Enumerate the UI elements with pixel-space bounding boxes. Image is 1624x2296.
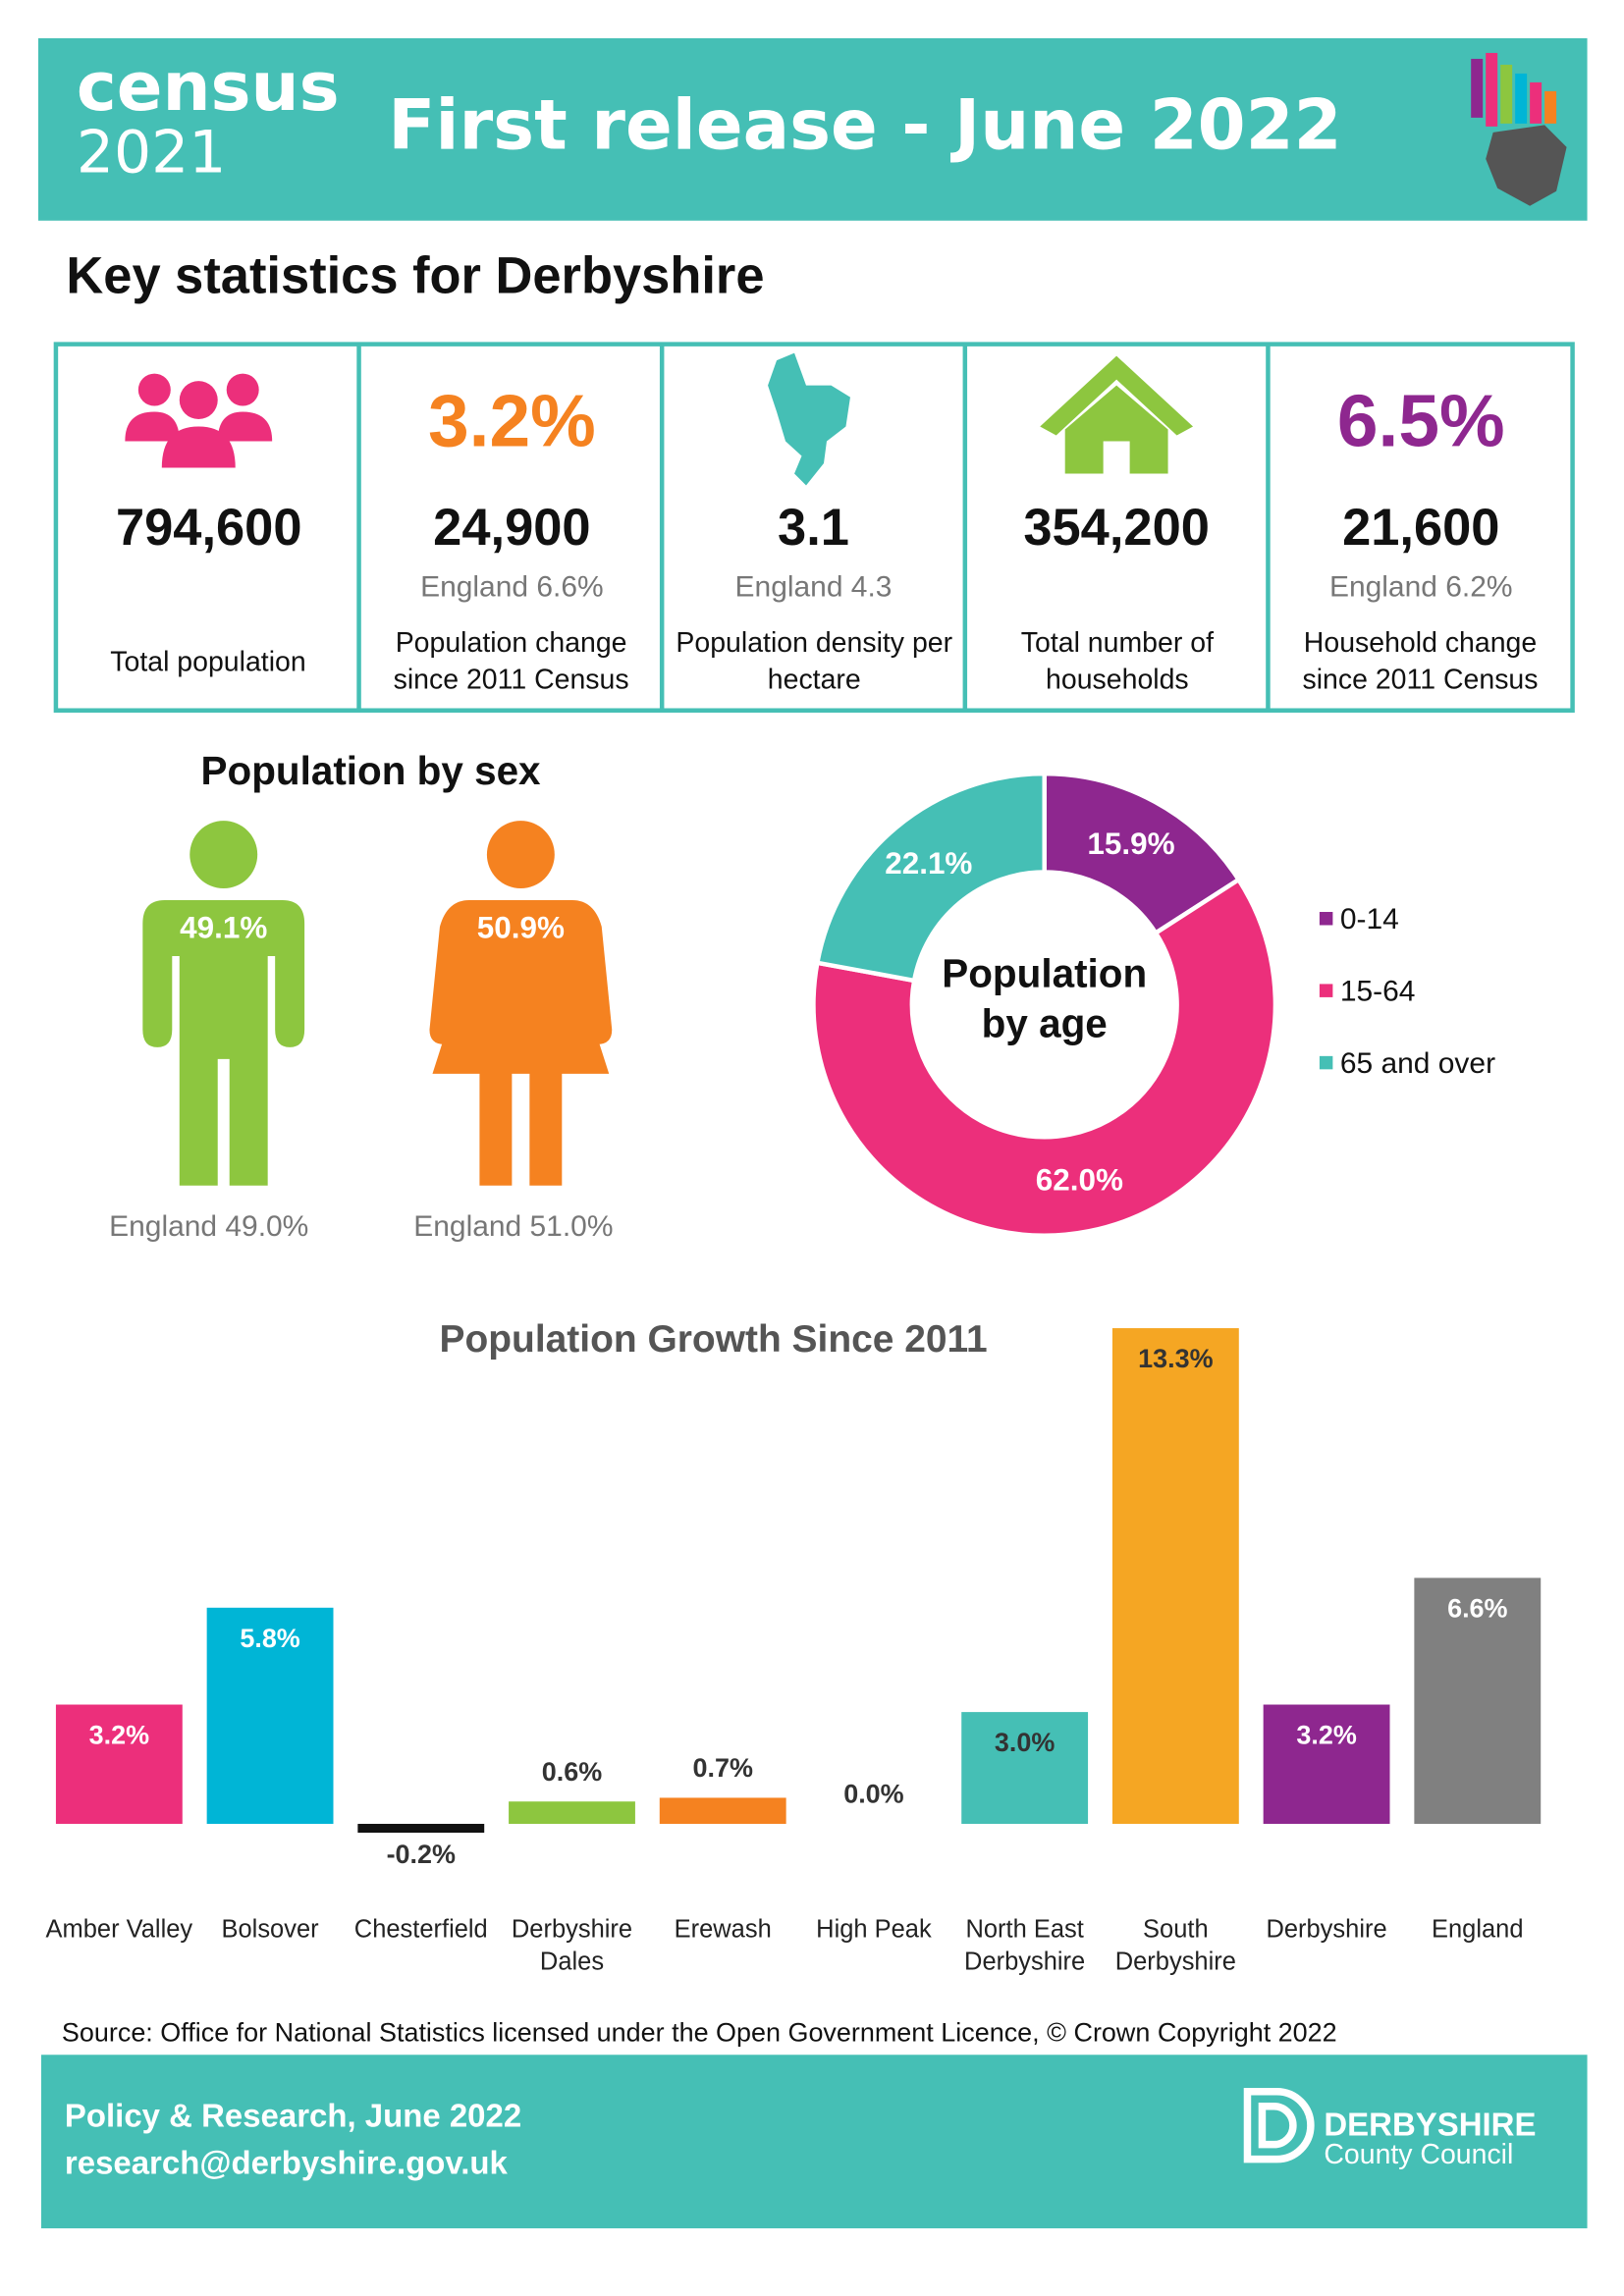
- value-label: 62.0%: [1036, 1163, 1123, 1198]
- stat-comparison: England 6.6%: [420, 570, 604, 603]
- x-category-label: Derbyshire: [1266, 1914, 1387, 1944]
- value-label: 6.6%: [1447, 1594, 1507, 1624]
- stat-headline: 3.2%: [428, 379, 596, 461]
- figure-body: [142, 900, 305, 1186]
- x-category-label: Erewash: [674, 1914, 772, 1944]
- donut-segment: [1042, 771, 1242, 936]
- stat-label: Total population: [110, 646, 306, 678]
- legend-swatch: [1319, 984, 1333, 997]
- value-label: 3.0%: [995, 1728, 1055, 1757]
- people-icon: [125, 373, 273, 468]
- comparison-label: England 49.0%: [109, 1210, 308, 1243]
- bar: [55, 1704, 183, 1825]
- value-label: -0.2%: [387, 1840, 456, 1869]
- x-category-label: Derbyshire Dales: [511, 1914, 633, 1976]
- value-label: 0.0%: [843, 1780, 903, 1809]
- heading: Key statistics for Derbyshire: [66, 248, 764, 305]
- donut-segment: [811, 877, 1278, 1238]
- logo-word: census: [77, 48, 340, 127]
- x-category-label: High Peak: [816, 1914, 932, 1944]
- value-label: 0.6%: [542, 1757, 602, 1787]
- stat-comparison: England 6.2%: [1329, 570, 1513, 603]
- header-band: [37, 37, 1588, 221]
- chart-title: Population by sex: [201, 748, 542, 793]
- x-category-label: Chesterfield: [353, 1914, 488, 1944]
- female-figure: [429, 821, 613, 1186]
- council-logo-sub: County Council: [1324, 2139, 1513, 2170]
- footer-band: [40, 2055, 1588, 2229]
- value-label: 3.2%: [1296, 1721, 1356, 1750]
- bar: [659, 1797, 786, 1825]
- value-label: 49.1%: [180, 910, 267, 944]
- stat-value: 354,200: [1023, 500, 1210, 557]
- footer-line: Policy & Research, June 2022: [65, 2097, 521, 2133]
- legend-label: 0-14: [1340, 903, 1399, 935]
- bar: [1263, 1704, 1390, 1825]
- stat-label: Total number of households: [1020, 627, 1214, 696]
- x-category-label: North East Derbyshire: [964, 1914, 1086, 1976]
- value-label: 50.9%: [477, 910, 565, 944]
- value-label: 5.8%: [240, 1624, 299, 1653]
- stat-value: 24,900: [433, 500, 590, 557]
- donut-center-title: Population by age: [942, 951, 1148, 1046]
- header-map-icon: [1471, 52, 1567, 206]
- figure-head: [486, 821, 555, 889]
- male-figure: [142, 821, 305, 1186]
- comparison-label: England 51.0%: [413, 1210, 613, 1243]
- legend-label: 15-64: [1340, 975, 1416, 1007]
- value-label: 22.1%: [885, 846, 972, 881]
- x-category-label: Amber Valley: [45, 1914, 193, 1944]
- bar: [357, 1824, 485, 1834]
- bar: [1414, 1577, 1542, 1825]
- footer-line: research@derbyshire.gov.uk: [65, 2144, 509, 2180]
- bar: [1111, 1328, 1239, 1825]
- legend-swatch: [1319, 912, 1333, 926]
- stat-label: Population change since 2011 Census: [393, 627, 629, 696]
- council-logo-name: DERBYSHIRE: [1324, 2106, 1536, 2142]
- stat-value: 3.1: [778, 500, 849, 557]
- donut-segment: [814, 771, 1047, 984]
- header-title: First release - June 2022: [388, 84, 1341, 165]
- x-category-label: Bolsover: [221, 1914, 319, 1944]
- figure-head: [189, 821, 258, 889]
- chart-title: Population Growth Since 2011: [440, 1318, 988, 1361]
- house-icon: [1040, 355, 1194, 474]
- stat-value: 794,600: [116, 500, 302, 557]
- bar: [961, 1712, 1089, 1825]
- logo-year: 2021: [77, 118, 226, 187]
- key-stats-frame: [53, 342, 1575, 713]
- legend-label: 65 and over: [1340, 1047, 1495, 1080]
- derbyshire-map-icon: [768, 352, 850, 486]
- stat-comparison: England 4.3: [735, 570, 893, 603]
- legend-swatch: [1319, 1055, 1333, 1070]
- value-label: 15.9%: [1087, 827, 1174, 861]
- x-category-label: England: [1432, 1914, 1524, 1944]
- bar: [206, 1607, 334, 1825]
- value-label: 13.3%: [1138, 1344, 1213, 1373]
- figure-body: [429, 900, 613, 1186]
- council-logo-mark: [1243, 2087, 1315, 2163]
- source-note: Source: Office for National Statistics l…: [62, 2017, 1337, 2047]
- stat-headline: 6.5%: [1337, 379, 1505, 461]
- stat-value: 21,600: [1342, 500, 1499, 557]
- value-label: 0.7%: [692, 1753, 752, 1783]
- x-category-label: South Derbyshire: [1114, 1914, 1236, 1976]
- bar: [509, 1801, 635, 1825]
- value-label: 3.2%: [89, 1721, 149, 1750]
- stat-label: Household change since 2011 Census: [1302, 627, 1539, 696]
- stat-label: Population density per hectare: [676, 627, 953, 696]
